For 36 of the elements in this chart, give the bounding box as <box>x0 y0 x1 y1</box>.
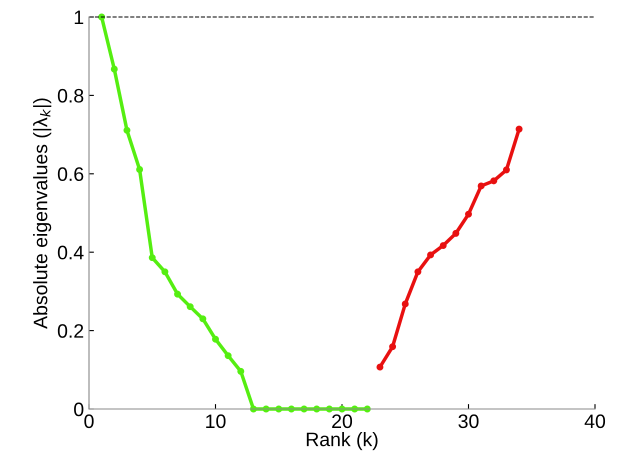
point <box>237 368 244 375</box>
point <box>440 242 447 250</box>
point <box>402 300 409 308</box>
point <box>490 177 498 184</box>
point <box>186 303 194 310</box>
point <box>174 290 182 298</box>
point <box>478 182 485 190</box>
y-tick-label: 0.8 <box>58 88 84 103</box>
point <box>427 251 434 258</box>
x-axis-title: Rank (k) <box>306 432 378 450</box>
point <box>389 343 396 350</box>
y-axis-title: Absolute eigenvalues (|λ$_{k}$|) <box>33 98 52 329</box>
y-tick-label: 0.6 <box>58 167 84 182</box>
y-tick-label: 0.4 <box>58 246 84 260</box>
point <box>516 126 523 133</box>
x-tick-label: 20 <box>332 414 352 428</box>
point <box>465 210 472 218</box>
y-tick-label: 0.2 <box>58 324 84 338</box>
point <box>110 66 118 73</box>
point <box>212 336 219 343</box>
point <box>199 315 206 322</box>
point <box>136 166 144 173</box>
y-tick-label: 1 <box>74 10 84 24</box>
point <box>502 166 510 174</box>
x-tick-label: 30 <box>458 414 479 428</box>
point <box>376 364 384 371</box>
x-tick-label: 10 <box>206 414 226 428</box>
y-tick-label: 0 <box>74 402 84 416</box>
point <box>224 352 232 360</box>
point <box>161 268 168 276</box>
point <box>123 126 130 134</box>
x-tick-label: 0 <box>84 414 94 428</box>
point <box>148 254 156 262</box>
x-tick-label: 40 <box>584 414 606 428</box>
point <box>452 230 460 237</box>
point <box>414 268 422 276</box>
